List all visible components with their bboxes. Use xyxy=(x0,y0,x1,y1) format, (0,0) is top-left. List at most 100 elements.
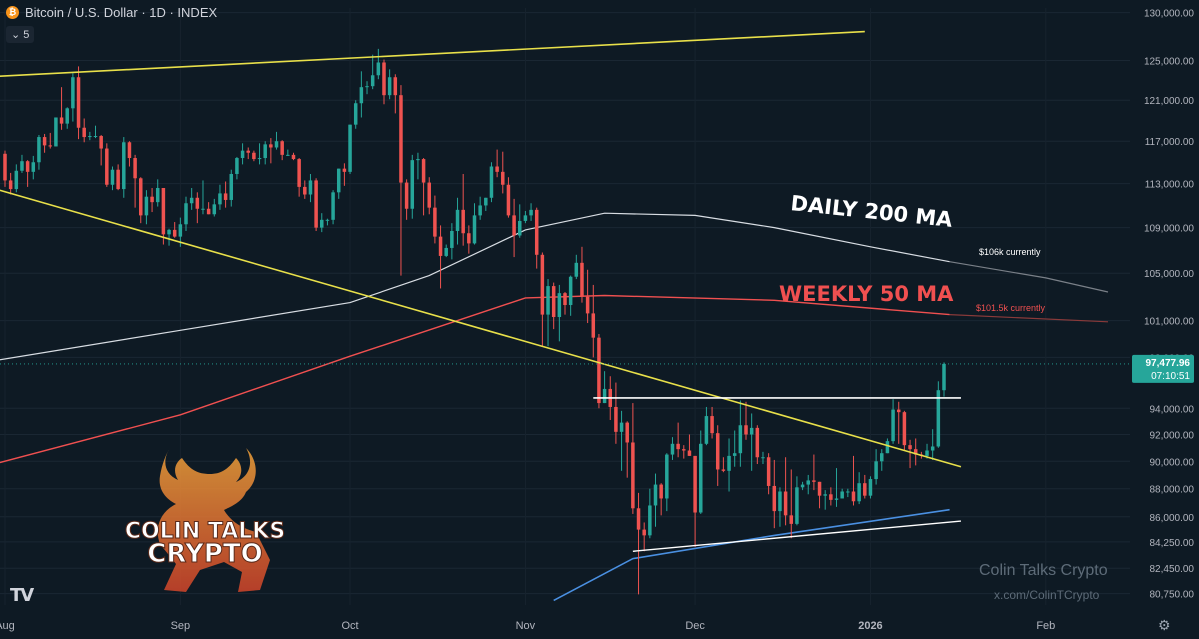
candle-body xyxy=(902,412,907,446)
candle-body xyxy=(269,144,273,148)
candle-body xyxy=(76,77,81,128)
candle-body xyxy=(127,142,132,159)
candle-body xyxy=(31,162,36,172)
candle-body xyxy=(704,416,709,444)
candle-body xyxy=(523,215,528,221)
candle-body xyxy=(155,187,160,203)
y-tick-label: 101,000.00 xyxy=(1144,317,1194,328)
candle-body xyxy=(20,161,24,171)
candle-body xyxy=(851,491,856,502)
candle-body xyxy=(563,293,567,306)
candle-body xyxy=(738,425,743,454)
candle-body xyxy=(744,425,748,435)
candle-body xyxy=(829,494,833,500)
daily-200-ma-projection xyxy=(949,261,1109,293)
candle-body xyxy=(3,153,7,181)
candle-body xyxy=(755,427,760,458)
candle-body xyxy=(891,409,895,442)
candle-body xyxy=(659,484,663,499)
candle-body xyxy=(42,137,47,146)
candle-body xyxy=(800,484,805,488)
candle-body xyxy=(817,481,822,496)
candle-body xyxy=(512,215,516,236)
candle-body xyxy=(201,208,205,210)
candle-body xyxy=(25,161,30,172)
candle-body xyxy=(218,193,222,205)
ma200-note: $106k currently xyxy=(979,247,1041,257)
y-tick-label: 94,000.00 xyxy=(1150,404,1195,415)
candle-body xyxy=(331,192,335,220)
tradingview-logo[interactable]: TV xyxy=(10,585,34,606)
candle-body xyxy=(212,204,217,215)
candle-body xyxy=(580,262,584,297)
candle-body xyxy=(14,170,19,190)
candle-body xyxy=(602,388,607,404)
candle-body xyxy=(257,158,262,160)
candle-body xyxy=(913,449,918,455)
candle-body xyxy=(885,441,890,454)
candle-body xyxy=(325,219,330,221)
candle-body xyxy=(772,485,777,512)
candle-body xyxy=(161,187,166,235)
candle-body xyxy=(144,196,149,216)
candle-body xyxy=(636,508,641,530)
candle-body xyxy=(455,209,460,231)
gear-icon[interactable]: ⚙ xyxy=(1158,617,1171,633)
candle-body xyxy=(416,159,420,161)
candle-body xyxy=(37,137,41,163)
candle-body xyxy=(478,205,482,216)
candle-body xyxy=(382,62,386,96)
y-tick-label: 84,250.00 xyxy=(1150,538,1195,549)
upper-trendline xyxy=(0,30,865,78)
candle-body xyxy=(551,286,556,318)
y-tick-label: 109,000.00 xyxy=(1144,224,1194,235)
countdown-label: 07:10:51 xyxy=(1151,371,1190,382)
y-tick-label: 88,000.00 xyxy=(1150,485,1195,496)
candle-body xyxy=(568,276,573,306)
candle-body xyxy=(699,443,703,513)
candle-body xyxy=(761,457,765,459)
candle-body xyxy=(721,469,726,471)
candle-body xyxy=(506,184,511,216)
candle-body xyxy=(291,154,296,160)
candle-body xyxy=(82,127,86,138)
candle-body xyxy=(687,450,692,456)
candle-body xyxy=(682,449,686,451)
candle-body xyxy=(461,209,465,234)
candle-body xyxy=(206,208,211,215)
candle-body xyxy=(868,479,873,496)
candle-body xyxy=(693,455,697,513)
candle-body xyxy=(732,453,737,456)
candle-body xyxy=(783,491,788,516)
candle-body xyxy=(105,148,109,185)
indicator-count: 5 xyxy=(23,28,30,41)
y-tick-label: 92,000.00 xyxy=(1150,430,1195,441)
candle-body xyxy=(387,77,392,96)
candle-body xyxy=(874,461,878,480)
candle-body xyxy=(88,136,92,138)
candle-body xyxy=(93,136,98,138)
candle-body xyxy=(178,224,183,237)
x-tick-label: Sep xyxy=(171,620,191,632)
watermark-name: Colin Talks Crypto xyxy=(979,562,1108,579)
x-tick-label: Oct xyxy=(341,620,358,632)
x-tick-label: Dec xyxy=(685,620,705,632)
candle-body xyxy=(489,166,494,198)
candle-body xyxy=(665,454,669,499)
candle-body xyxy=(863,483,867,496)
y-tick-label: 117,000.00 xyxy=(1145,137,1195,148)
candle-body xyxy=(484,197,488,206)
candle-body xyxy=(534,209,539,255)
candle-body xyxy=(574,262,579,277)
symbol-header[interactable]: ₿ Bitcoin / U.S. Dollar · 1D · INDEX xyxy=(6,5,217,20)
candle-body xyxy=(450,230,454,248)
candle-body xyxy=(399,95,403,183)
collapse-indicators-button[interactable]: ⌄ 5 xyxy=(6,26,35,43)
last-price-tag xyxy=(1132,354,1194,383)
candle-body xyxy=(823,494,827,496)
candle-body xyxy=(303,186,307,195)
candle-body xyxy=(806,480,810,485)
weekly-50-ma-line xyxy=(0,294,950,464)
candles xyxy=(3,48,946,595)
candle-body xyxy=(308,180,313,195)
